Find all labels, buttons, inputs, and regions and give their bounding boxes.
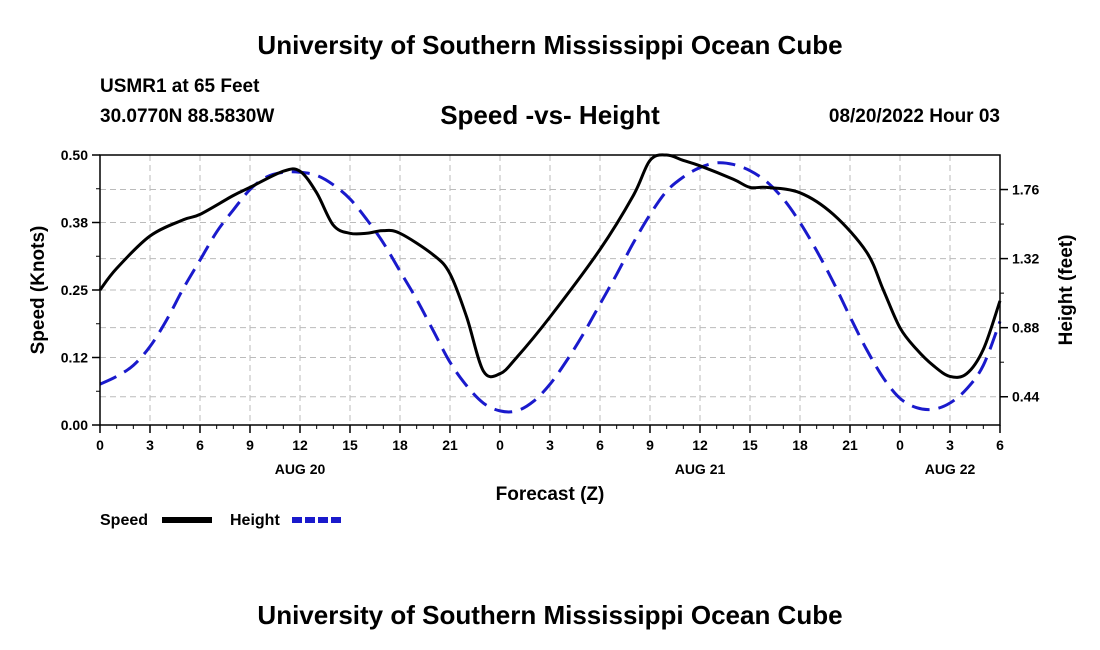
x-tick-label: 3	[146, 437, 154, 453]
station-coordinates: 30.0770N 88.5830W	[100, 106, 275, 127]
date-label: AUG 20	[275, 461, 326, 477]
y-tick-label: 0.38	[61, 215, 88, 231]
x-tick-label: 9	[246, 437, 254, 453]
y2-tick-label: 1.32	[1012, 251, 1039, 267]
x-tick-label: 3	[546, 437, 554, 453]
x-tick-label: 12	[692, 437, 708, 453]
y2-axis-title: Height (feet)	[1056, 235, 1077, 346]
y-tick-label: 0.00	[61, 417, 88, 433]
station-name: USMR1 at 65 Feet	[100, 76, 260, 97]
x-axis-title: Forecast (Z)	[496, 484, 605, 505]
x-tick-label: 0	[96, 437, 104, 453]
y-tick-label: 0.50	[61, 147, 88, 163]
date-label: AUG 21	[675, 461, 726, 477]
x-tick-label: 6	[196, 437, 204, 453]
legend-height-label: Height	[230, 512, 280, 529]
x-tick-label: 9	[646, 437, 654, 453]
x-tick-label: 3	[946, 437, 954, 453]
footer-title: University of Southern Mississippi Ocean…	[257, 600, 843, 630]
date-label: AUG 22	[925, 461, 976, 477]
series-layer	[98, 153, 1002, 414]
y-tick-label: 0.25	[61, 282, 88, 298]
x-tick-label: 12	[292, 437, 308, 453]
x-tick-label: 18	[392, 437, 408, 453]
chart-datetime: 08/20/2022 Hour 03	[828, 106, 1000, 127]
legend-speed-label: Speed	[100, 512, 148, 529]
x-tick-label: 0	[496, 437, 504, 453]
x-tick-label: 18	[792, 437, 808, 453]
legend: Speed Height	[100, 512, 342, 529]
height-series-line	[99, 161, 1002, 414]
main-title: University of Southern Mississippi Ocean…	[257, 30, 843, 60]
y2-tick-label: 0.44	[1012, 389, 1039, 405]
x-tick-label: 6	[996, 437, 1004, 453]
y-tick-label: 0.12	[61, 350, 88, 366]
x-tick-label: 15	[342, 437, 358, 453]
x-tick-label: 21	[842, 437, 858, 453]
y2-tick-label: 0.88	[1012, 320, 1039, 336]
x-tick-label: 21	[442, 437, 458, 453]
chart-title: Speed -vs- Height	[440, 100, 660, 130]
x-tick-label: 15	[742, 437, 758, 453]
axes: 0 3 6 9 12 15 18 21 0 3 6 9 12 15 18 21 0 3 6 AUG 20 AUG 21 A…	[61, 147, 1040, 477]
y2-tick-label: 1.76	[1012, 182, 1039, 198]
speed-series-line	[98, 153, 1002, 379]
y-axis-title: Speed (Knots)	[28, 226, 49, 355]
x-tick-label: 6	[596, 437, 604, 453]
x-tick-label: 0	[896, 437, 904, 453]
